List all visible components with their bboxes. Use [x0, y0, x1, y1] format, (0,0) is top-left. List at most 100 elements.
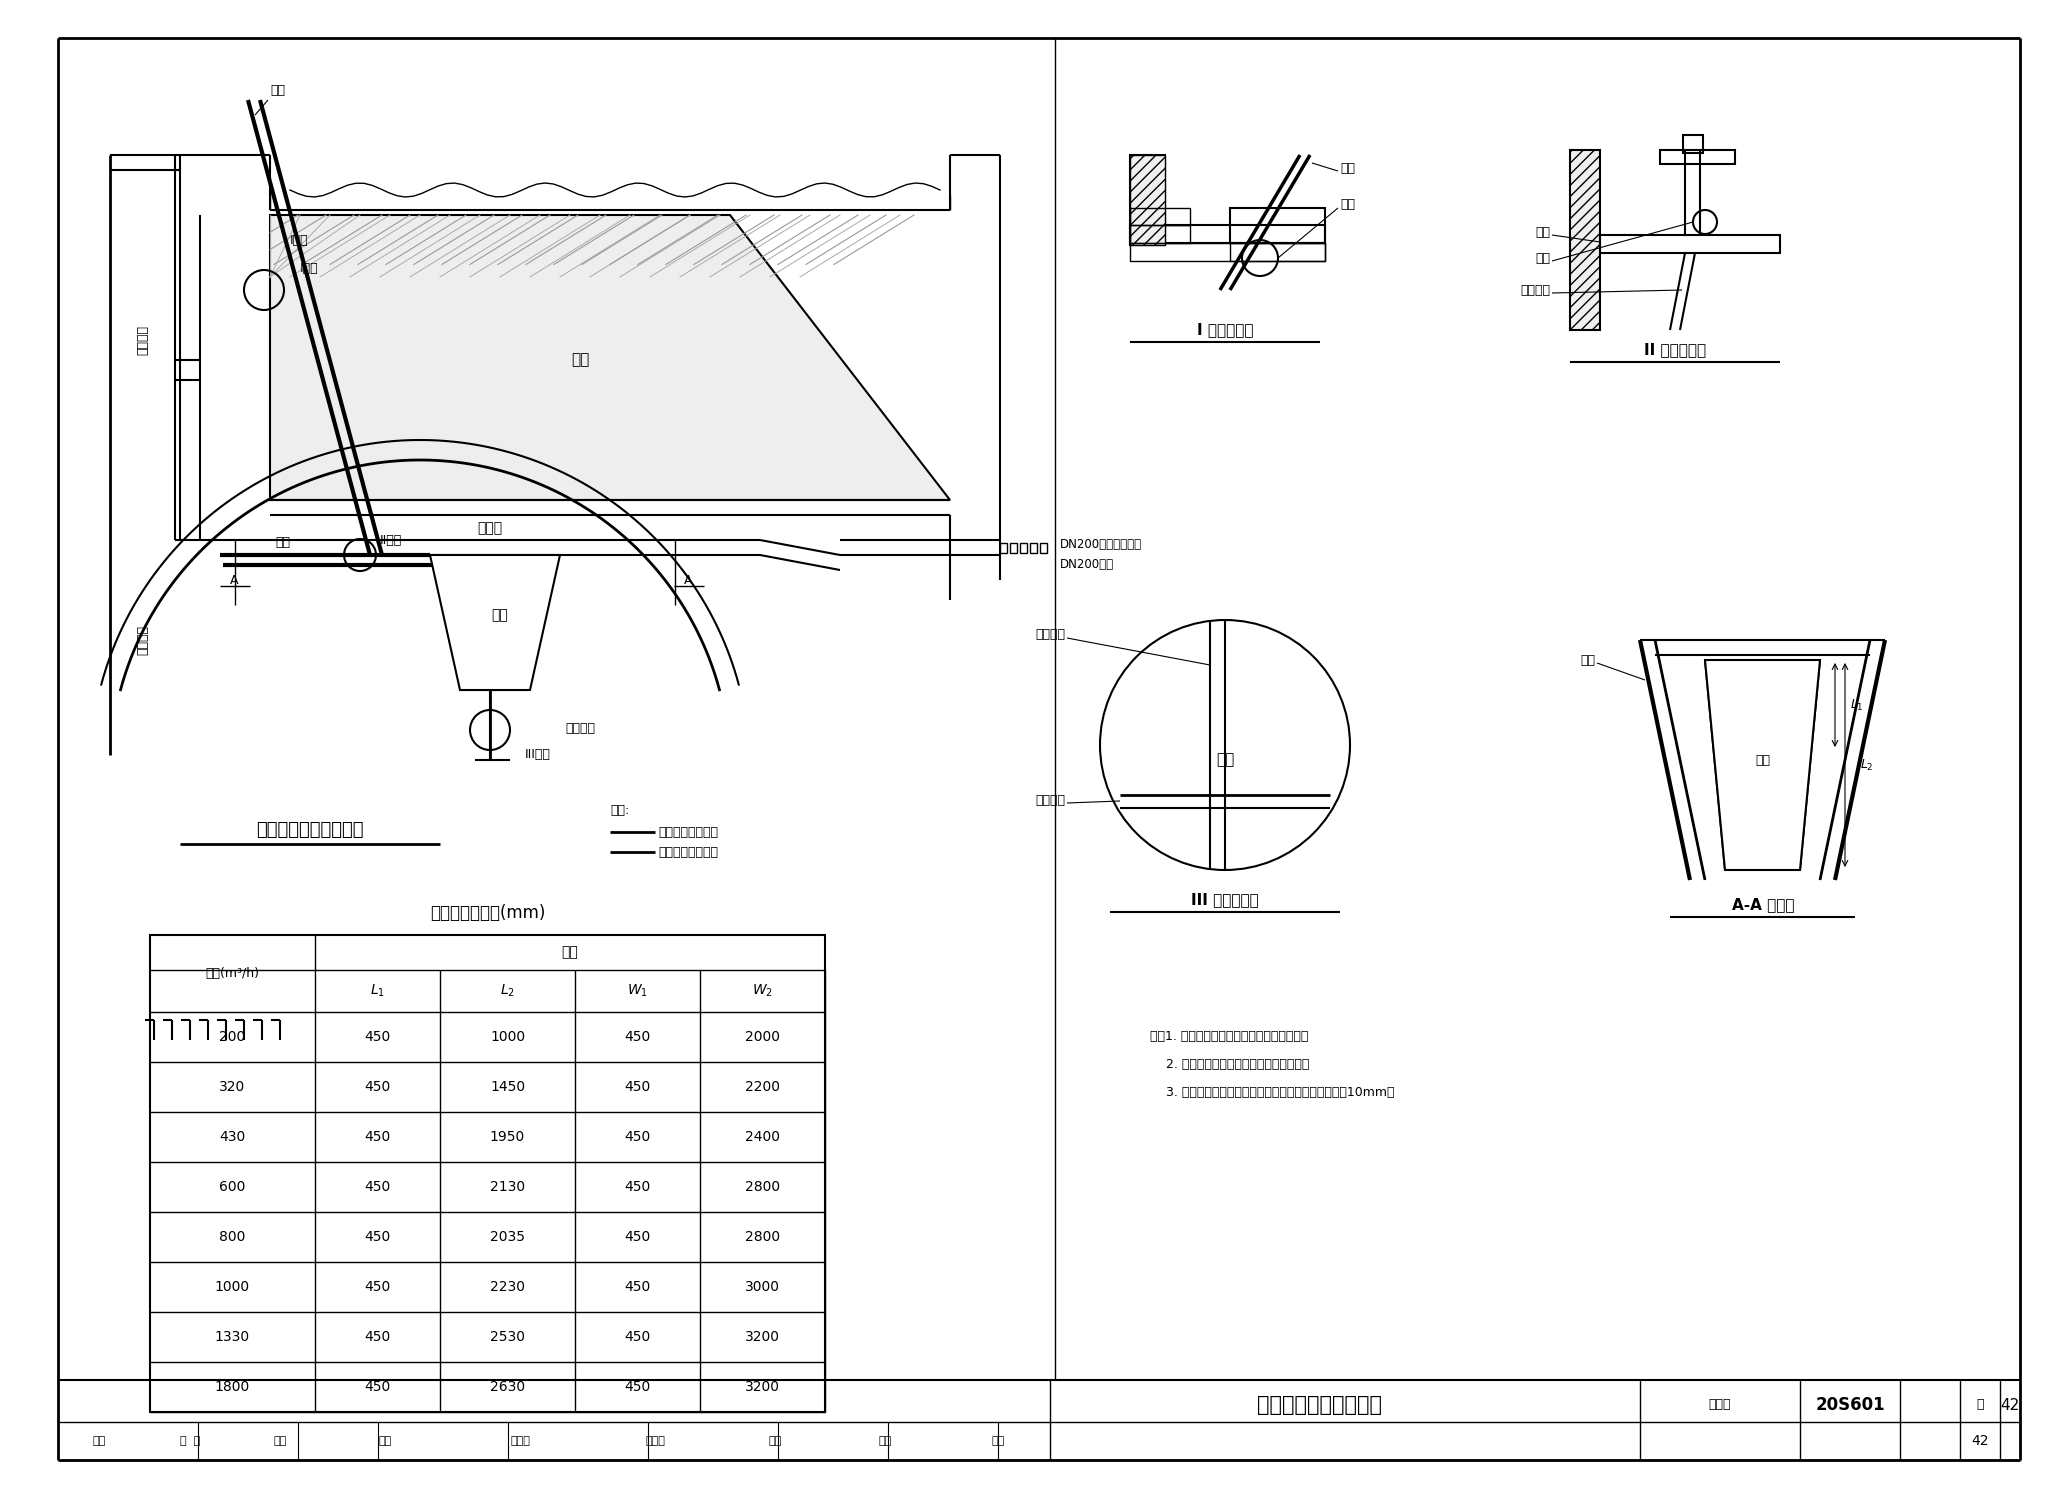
Text: 杠杆: 杠杆: [1536, 226, 1550, 239]
Text: $L_2$: $L_2$: [500, 983, 514, 999]
Text: $L_2$: $L_2$: [1860, 757, 1874, 772]
Bar: [1130, 226, 1190, 244]
Text: 450: 450: [625, 1380, 651, 1394]
Text: 320: 320: [219, 1080, 246, 1094]
Text: 600: 600: [219, 1180, 246, 1194]
Text: 2000: 2000: [745, 1029, 780, 1044]
Text: 42: 42: [1972, 1434, 1989, 1448]
Text: 450: 450: [365, 1230, 391, 1245]
Text: 舒器: 舒器: [879, 1436, 891, 1446]
Text: 20S601: 20S601: [1815, 1395, 1884, 1413]
Text: 设计: 设计: [768, 1436, 782, 1446]
Bar: [1030, 542, 1036, 553]
Text: 泥斗: 泥斗: [1217, 753, 1235, 768]
Text: 杠杆: 杠杆: [274, 536, 291, 550]
Text: 吊环: 吊环: [1536, 251, 1550, 264]
Text: 活门提杆: 活门提杆: [1520, 284, 1550, 296]
Text: 450: 450: [625, 1080, 651, 1094]
Bar: [1130, 155, 1165, 245]
Text: $W_1$: $W_1$: [627, 983, 647, 999]
Text: A: A: [229, 574, 238, 587]
Text: 2200: 2200: [745, 1080, 780, 1094]
Text: 3000: 3000: [745, 1280, 780, 1294]
Text: 2400: 2400: [745, 1129, 780, 1144]
Text: 澄清池泥斗及启闭装置: 澄清池泥斗及启闭装置: [1257, 1395, 1382, 1415]
Text: 1330: 1330: [215, 1330, 250, 1345]
Text: 430: 430: [219, 1129, 246, 1144]
Text: 3200: 3200: [745, 1330, 780, 1345]
Text: 1800: 1800: [215, 1380, 250, 1394]
Text: 泥斗: 泥斗: [492, 608, 508, 622]
Bar: [1130, 244, 1325, 261]
Text: II 节点放大图: II 节点放大图: [1645, 342, 1706, 357]
Text: 2800: 2800: [745, 1180, 780, 1194]
Bar: [1571, 149, 1599, 330]
Text: 450: 450: [365, 1129, 391, 1144]
Bar: [1231, 244, 1325, 261]
Text: 450: 450: [625, 1280, 651, 1294]
Text: 1000: 1000: [489, 1029, 524, 1044]
Text: II节点: II节点: [381, 535, 401, 547]
Bar: [1130, 208, 1190, 226]
Bar: [1040, 542, 1047, 553]
Text: 450: 450: [365, 1380, 391, 1394]
Text: $W_2$: $W_2$: [752, 983, 772, 999]
Text: 澄清池泥斗及启闭装置: 澄清池泥斗及启闭装置: [256, 822, 365, 840]
Text: DN200闸阀: DN200闸阀: [1061, 557, 1114, 571]
Text: 王  洋: 王 洋: [180, 1436, 201, 1446]
Text: 450: 450: [625, 1330, 651, 1345]
Text: 2800: 2800: [745, 1230, 780, 1245]
Bar: [1231, 208, 1325, 244]
Polygon shape: [430, 554, 559, 690]
Text: 1000: 1000: [215, 1280, 250, 1294]
Text: 泥斗活门开启位置: 泥斗活门开启位置: [657, 846, 719, 859]
Text: 活门提杆: 活门提杆: [1034, 793, 1065, 807]
Bar: [1010, 542, 1018, 553]
Text: 1450: 1450: [489, 1080, 524, 1094]
Text: 活门提杆: 活门提杆: [565, 722, 596, 735]
Text: 页: 页: [1976, 1398, 1985, 1412]
Bar: [1599, 235, 1780, 252]
Text: A: A: [684, 574, 692, 587]
Text: DN200快开式排泥阀: DN200快开式排泥阀: [1061, 538, 1143, 551]
Text: 二反应室: 二反应室: [137, 326, 150, 356]
Text: 800: 800: [219, 1230, 246, 1245]
Text: 2130: 2130: [489, 1180, 524, 1194]
Text: 规格(m³/h): 规格(m³/h): [205, 967, 260, 980]
Bar: [999, 542, 1008, 553]
Text: 图例:: 图例:: [610, 804, 629, 817]
Text: 450: 450: [625, 1029, 651, 1044]
Text: I节点: I节点: [291, 233, 309, 247]
Text: 卡圈: 卡圈: [1339, 199, 1356, 212]
Bar: [150, 935, 825, 1412]
Text: 2. 泥斗总数量及平面位置见工艺设计图。: 2. 泥斗总数量及平面位置见工艺设计图。: [1151, 1058, 1309, 1071]
Text: 450: 450: [625, 1129, 651, 1144]
Text: I节点: I节点: [299, 261, 319, 275]
Text: 泥斗活门关闭位置: 泥斗活门关闭位置: [657, 826, 719, 838]
Text: 审核: 审核: [92, 1436, 106, 1446]
Text: 拉杆: 拉杆: [1339, 161, 1356, 175]
Text: 澄清区: 澄清区: [477, 521, 502, 535]
Text: 3200: 3200: [745, 1380, 780, 1394]
Text: 乾磊: 乾磊: [991, 1436, 1006, 1446]
Text: 王胜军: 王胜军: [510, 1436, 530, 1446]
Bar: [1683, 134, 1704, 152]
Text: 2530: 2530: [489, 1330, 524, 1345]
Text: 泥斗: 泥斗: [1755, 753, 1772, 766]
Polygon shape: [1706, 660, 1821, 870]
Bar: [1130, 155, 1165, 245]
Text: 一反应室: 一反应室: [137, 624, 150, 654]
Text: 注：1. 图中高程单位为米，其余单位为毫米。: 注：1. 图中高程单位为米，其余单位为毫米。: [1151, 1029, 1309, 1043]
Text: 拉杆: 拉杆: [270, 84, 285, 97]
Text: 450: 450: [365, 1180, 391, 1194]
Text: 1950: 1950: [489, 1129, 524, 1144]
Text: 活门提杆: 活门提杆: [1034, 629, 1065, 641]
Text: 校对: 校对: [379, 1436, 391, 1446]
Text: 设计: 设计: [272, 1436, 287, 1446]
Text: I 节点放大图: I 节点放大图: [1196, 323, 1253, 338]
Bar: [1661, 149, 1735, 164]
Text: $L_1$: $L_1$: [1849, 698, 1864, 713]
Text: 450: 450: [625, 1230, 651, 1245]
Text: 池壁: 池壁: [1579, 653, 1595, 666]
Text: 2035: 2035: [489, 1230, 524, 1245]
